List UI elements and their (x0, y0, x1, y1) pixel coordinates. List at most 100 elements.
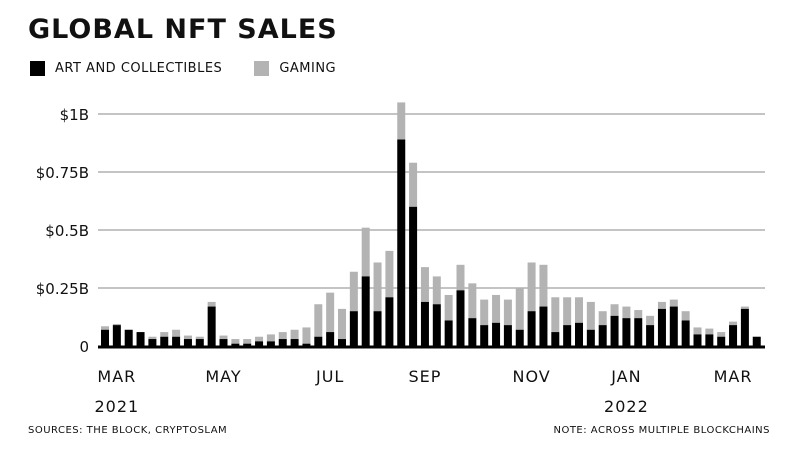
bar-gaming (255, 336, 264, 342)
x-tick-label: SEP (408, 367, 441, 386)
bar-art (231, 343, 240, 346)
bar-art (290, 339, 299, 346)
bar-gaming (539, 264, 548, 307)
bar-gaming (669, 299, 678, 307)
bar-gaming (432, 276, 441, 305)
bar-gaming (148, 336, 157, 340)
bar-art (705, 334, 714, 346)
bar-gaming (314, 304, 323, 337)
bar-gaming (278, 332, 287, 340)
bar-art (575, 322, 583, 346)
y-tick-label: $0.5B (45, 222, 89, 240)
bar-art (646, 325, 655, 346)
bar-art (657, 308, 666, 346)
blockchains-note: NOTE: ACROSS MULTIPLE BLOCKCHAINS (553, 425, 770, 436)
bar-art (634, 318, 643, 346)
x-year-label: 2021 (94, 397, 139, 416)
bar-art (373, 311, 382, 346)
bar-gaming (468, 283, 477, 319)
bar-art (101, 329, 109, 346)
bar-art (338, 339, 346, 346)
legend: ART AND COLLECTIBLES GAMING (30, 61, 368, 76)
bar-gaming (349, 271, 358, 312)
bar-art (243, 343, 252, 346)
legend-label-art: ART AND COLLECTIBLES (55, 61, 223, 76)
bar-gaming (397, 102, 406, 140)
bar-art (314, 336, 323, 346)
y-tick-label: $0.25B (36, 280, 89, 298)
bar-gaming (266, 334, 275, 342)
bar-gaming (195, 336, 204, 340)
x-tick-label: NOV (512, 367, 550, 386)
bar-art (195, 339, 204, 346)
bar-art (669, 306, 678, 346)
bar-gaming (456, 264, 465, 291)
legend-item-art: ART AND COLLECTIBLES (30, 61, 222, 76)
bar-gaming (231, 339, 240, 344)
bar-gaming (207, 301, 216, 307)
bar-gaming (740, 306, 749, 309)
bar-art (586, 329, 595, 346)
bar-art (349, 311, 358, 346)
bar-gaming (302, 327, 311, 344)
bar-art (219, 339, 228, 346)
y-tick-label: $0.75B (36, 164, 89, 182)
bar-gaming (183, 335, 192, 340)
bar-gaming (729, 321, 738, 326)
bar-gaming (693, 327, 702, 335)
bar-gaming (243, 339, 252, 344)
bar-gaming (705, 328, 714, 335)
bar-art (563, 325, 572, 346)
bar-art (681, 320, 690, 346)
bar-art (551, 332, 560, 346)
bar-gaming (385, 250, 394, 298)
bar-gaming (551, 297, 560, 333)
bar-gaming (492, 294, 501, 323)
bar-art (610, 315, 619, 346)
bar-gaming (373, 262, 382, 312)
bar-art (397, 139, 406, 346)
bar-art (527, 311, 536, 346)
bar-art (456, 290, 465, 346)
x-year-label: 2022 (604, 397, 649, 416)
bar-art (598, 325, 607, 346)
bar-gaming (527, 262, 536, 312)
x-tick-label: JUL (315, 367, 344, 386)
bar-art (302, 343, 311, 346)
bar-gaming (338, 308, 346, 340)
bar-art (693, 334, 702, 346)
bar-gaming (681, 311, 690, 321)
bar-gaming (420, 267, 429, 302)
bar-art (492, 322, 501, 346)
bar-gaming (515, 288, 524, 330)
bar-art (740, 308, 749, 346)
bar-art (480, 325, 489, 346)
bar-art (124, 329, 133, 346)
bar-art (444, 320, 453, 346)
bar-art (503, 325, 512, 346)
bar-gaming (634, 310, 643, 319)
bar-gaming (503, 299, 512, 326)
bar-art (539, 306, 548, 346)
bar-art (278, 339, 287, 346)
bar-art (515, 329, 524, 346)
bar-art (385, 297, 394, 346)
chart-title: GLOBAL NFT SALES (28, 14, 338, 45)
bar-gaming (657, 301, 666, 309)
bar-art (717, 336, 726, 346)
legend-swatch-gaming (254, 61, 270, 76)
y-tick-label: $1B (60, 106, 89, 124)
bar-art (207, 306, 216, 346)
bar-gaming (586, 301, 595, 330)
bar-art (432, 304, 441, 346)
x-tick-label: MAR (714, 367, 753, 386)
bar-art (112, 325, 121, 346)
sources-note: SOURCES: THE BLOCK, CRYPTOSLAM (28, 425, 228, 436)
bar-gaming (622, 306, 631, 319)
bar-gaming (409, 162, 418, 207)
bar-gaming (160, 332, 169, 337)
bar-art (266, 341, 275, 346)
bar-gaming (717, 332, 726, 337)
bar-gaming (646, 315, 655, 326)
bar-gaming (361, 227, 370, 277)
